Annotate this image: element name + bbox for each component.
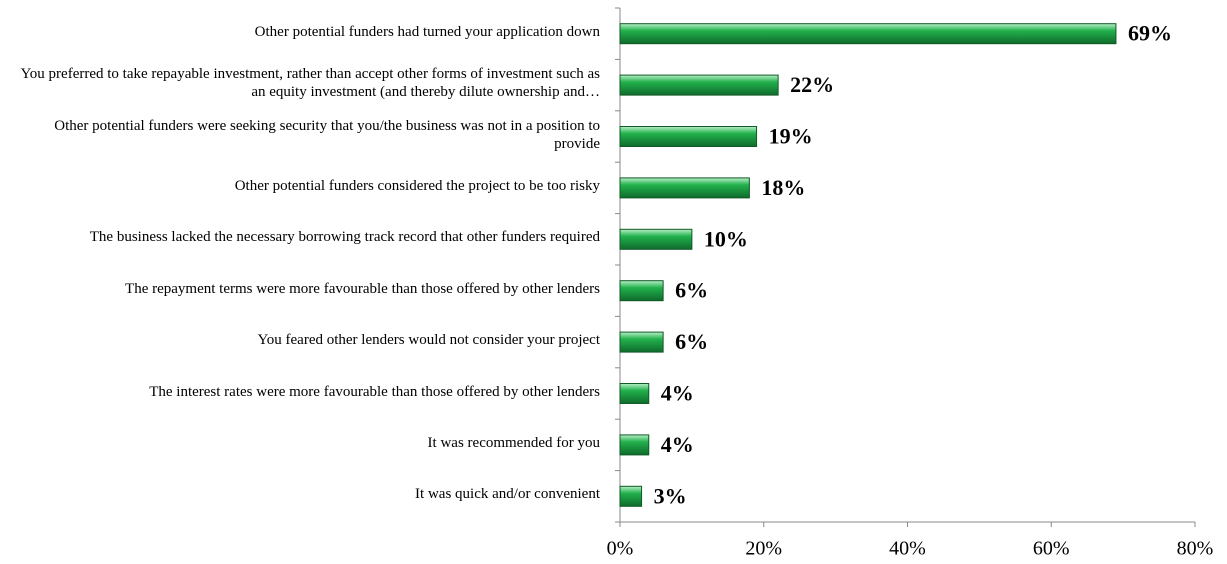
- value-label: 22%: [790, 72, 834, 97]
- bar: [619, 126, 758, 147]
- category-label: You feared other lenders would not consi…: [257, 332, 600, 349]
- value-label: 69%: [1128, 21, 1172, 46]
- bar: [619, 434, 650, 456]
- x-tick-label: 20%: [745, 538, 782, 560]
- category-label: It was quick and/or convenient: [415, 486, 600, 503]
- bar: [619, 23, 1117, 45]
- value-label: 4%: [661, 381, 694, 406]
- value-label: 6%: [675, 329, 708, 354]
- bar: [619, 383, 650, 404]
- value-label: 10%: [704, 226, 748, 251]
- x-tick-label: 60%: [1033, 538, 1070, 560]
- bar: [619, 485, 643, 507]
- category-label: Other potential funders were seeking sec…: [54, 117, 600, 152]
- bar: [619, 228, 693, 250]
- category-label: Other potential funders had turned your …: [254, 23, 600, 40]
- category-label: Other potential funders considered the p…: [234, 177, 600, 194]
- value-label: 3%: [654, 483, 687, 508]
- category-label: The business lacked the necessary borrow…: [89, 229, 600, 246]
- x-tick-label: 80%: [1177, 538, 1214, 560]
- bar: [619, 74, 779, 96]
- value-label: 4%: [661, 432, 694, 457]
- value-label: 18%: [761, 175, 805, 200]
- bar: [619, 331, 664, 353]
- category-label: The interest rates were more favourable …: [149, 383, 600, 400]
- category-label: The repayment terms were more favourable…: [125, 280, 600, 297]
- category-label: You preferred to take repayable investme…: [20, 66, 600, 101]
- category-label: It was recommended for you: [427, 434, 600, 451]
- x-tick-label: 40%: [889, 538, 926, 560]
- bar: [619, 280, 664, 302]
- value-label: 6%: [675, 278, 708, 303]
- value-label: 19%: [769, 124, 813, 149]
- x-tick-label: 0%: [607, 538, 634, 560]
- bar: [619, 177, 750, 199]
